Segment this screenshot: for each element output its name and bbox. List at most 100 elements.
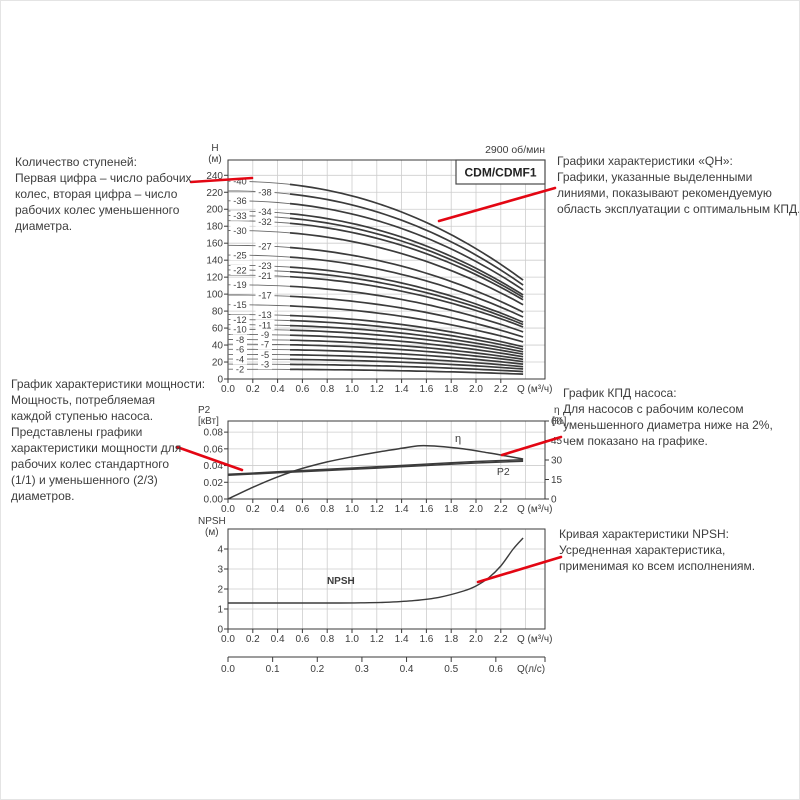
y-tick-label: 60	[212, 324, 224, 335]
y-axis-label-right: η	[554, 405, 560, 416]
stage-label-bg	[258, 349, 272, 360]
lps-axis-unit-label: Q(л/с)	[517, 664, 545, 675]
stage-label-bg	[233, 344, 247, 355]
stage-count-label: -4	[236, 354, 244, 364]
y-tick-label: 0	[217, 375, 223, 386]
stage-count-label: -13	[258, 310, 271, 320]
note-power-curve: График характеристики мощности: Мощность…	[11, 376, 205, 504]
stage-label-bg	[230, 299, 250, 310]
x-tick-label: 0.0	[221, 504, 235, 515]
callout-line	[189, 176, 254, 184]
x-tick-label: 1.2	[370, 634, 384, 645]
x-tick-label: 2.2	[494, 384, 508, 395]
y-axis-unit-label: (м)	[208, 154, 222, 165]
x-tick-label: 1.6	[419, 634, 433, 645]
stage-count-label: -10	[233, 325, 246, 335]
lps-tick-label: 0.4	[400, 664, 414, 675]
qh-curve-recommended	[289, 334, 524, 358]
lps-tick-label: 0.3	[355, 664, 369, 675]
y-axis-label: H	[211, 143, 218, 154]
callout-line	[437, 186, 557, 223]
y-tick-label: 0.04	[204, 461, 224, 472]
qh-curve-recommended	[289, 314, 524, 348]
y-tick-label: 160	[206, 239, 223, 250]
stage-count-label: -25	[233, 250, 246, 260]
y-tick-label-right: 45	[551, 436, 563, 447]
stage-label-bg	[230, 176, 250, 187]
x-tick-label: 2.0	[469, 504, 483, 515]
npsh-curve-label: NPSH	[327, 576, 355, 587]
stage-label-bg	[255, 206, 275, 217]
note-efficiency-curve-body: Для насосов с рабочим колесом уменьшенно…	[563, 402, 773, 448]
y-tick-label-right: 30	[551, 456, 563, 467]
x-tick-label: 0.2	[246, 384, 260, 395]
x-tick-label: 0.4	[271, 504, 285, 515]
stage-label-bg	[230, 324, 250, 335]
stage-count-label: -40	[233, 177, 246, 187]
qh-curve-recommended	[289, 353, 524, 368]
stage-count-label: -7	[261, 340, 269, 350]
stage-count-label: -3	[261, 360, 269, 370]
qh-curve-recommended	[289, 329, 524, 356]
note-npsh-curve-title: Кривая характеристики NPSH:	[559, 527, 729, 541]
y-tick-label: 0.08	[204, 428, 224, 439]
y-axis-label: NPSH	[198, 516, 226, 527]
stage-count-label: -17	[258, 291, 271, 301]
x-axis-unit-label: Q (м³/ч)	[517, 384, 552, 395]
series-efficiency	[227, 444, 524, 500]
efficiency-curve-label: η	[455, 433, 461, 445]
x-tick-label: 1.2	[370, 504, 384, 515]
stage-label-bg	[255, 260, 275, 271]
y-tick-label: 140	[206, 256, 223, 267]
x-tick-label: 1.4	[395, 384, 409, 395]
stage-label-bg	[255, 290, 275, 301]
note-efficiency-curve: График КПД насоса: Для насосов с рабочим…	[563, 385, 778, 449]
stage-count-label: -23	[258, 261, 271, 271]
y-tick-label: 3	[217, 565, 223, 576]
x-tick-label: 2.2	[494, 634, 508, 645]
y-tick-label: 180	[206, 222, 223, 233]
qh-curve-recommended	[289, 358, 524, 370]
y-tick-label: 120	[206, 273, 223, 284]
x-tick-label: 0.6	[295, 384, 309, 395]
note-stage-count-title: Количество ступеней:	[15, 155, 137, 169]
qh-curve-recommended	[289, 270, 524, 326]
callout-line	[175, 445, 244, 472]
y-tick-label: 0.00	[204, 495, 224, 506]
x-tick-label: 1.8	[444, 504, 458, 515]
note-efficiency-curve-title: График КПД насоса:	[563, 386, 677, 400]
y-tick-label: 0.06	[204, 444, 224, 455]
qh-curve-recommended	[290, 368, 524, 375]
qh-curve-recommended	[289, 319, 524, 351]
stage-label-bg	[230, 210, 250, 221]
qh-curve-recommended	[289, 339, 524, 361]
qh-plot-frame	[227, 159, 546, 380]
qh-curve-recommended	[289, 343, 524, 363]
y-axis-unit-right: [%]	[552, 416, 567, 427]
y-axis-label-left: P2	[198, 405, 211, 416]
stage-label-bg	[258, 329, 272, 340]
qh-curve-recommended	[289, 285, 524, 333]
x-tick-label: 2.2	[494, 504, 508, 515]
series-power	[227, 458, 524, 476]
y-tick-label: 40	[212, 341, 224, 352]
qh-curve-recommended	[289, 193, 524, 286]
power-curve-label: P2	[497, 466, 510, 478]
stage-label-bg	[233, 334, 247, 345]
y-tick-label: 200	[206, 205, 223, 216]
x-tick-label: 0.8	[320, 634, 334, 645]
qh-curve-recommended	[289, 212, 524, 296]
x-tick-label: 1.8	[444, 384, 458, 395]
x-tick-label: 0.6	[295, 504, 309, 515]
x-tick-label: 0.4	[271, 634, 285, 645]
stage-count-label: -9	[261, 330, 269, 340]
y-tick-label-right: 0	[551, 495, 557, 506]
qh-curve-recommended	[289, 222, 524, 301]
y-tick-label: 80	[212, 307, 224, 318]
model-label: CDM/CDMF1	[465, 166, 537, 180]
x-tick-label: 0.6	[295, 634, 309, 645]
x-tick-label: 0.4	[271, 384, 285, 395]
x-tick-label: 0.2	[246, 504, 260, 515]
qh-curve-recommended	[289, 348, 524, 365]
y-tick-label: 1	[217, 605, 223, 616]
